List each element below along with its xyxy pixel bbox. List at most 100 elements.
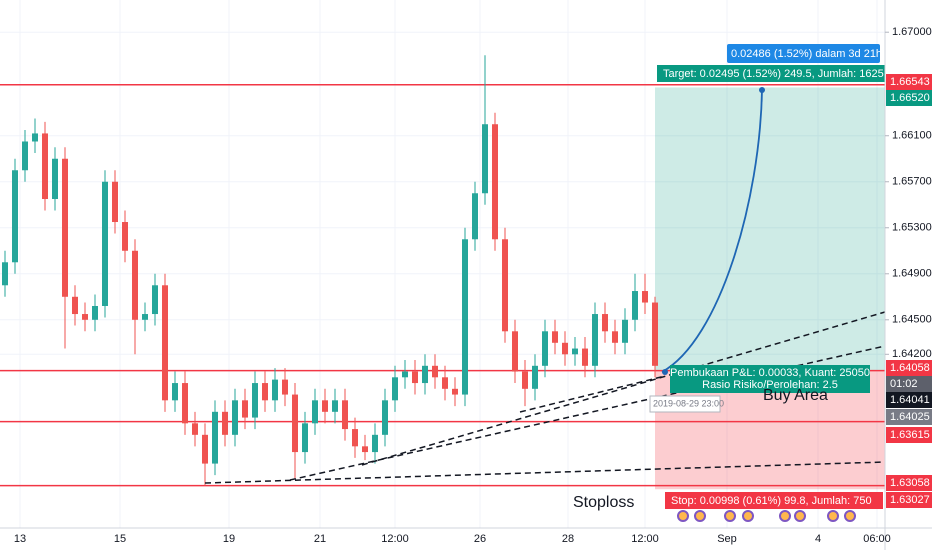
x-tick-label: 19 (223, 533, 235, 545)
price-label-box (886, 74, 932, 90)
candle-body (102, 181, 108, 306)
candle-body (332, 400, 338, 412)
pnl-box (670, 365, 870, 393)
y-tick-label: 1.64500 (892, 314, 932, 326)
stop-box (665, 492, 883, 509)
candle-body (452, 388, 458, 395)
x-tick-label: 06:00 (863, 533, 891, 545)
candle-body (362, 446, 368, 453)
price-label-box (886, 427, 932, 443)
forecast-start (662, 369, 668, 375)
candle-body (42, 133, 48, 200)
event-icon (779, 510, 791, 522)
event-icon (742, 510, 754, 522)
x-tick-label: 13 (14, 533, 26, 545)
price-label-box (886, 475, 932, 491)
candle-body (492, 124, 498, 240)
y-tick-label: 1.64200 (892, 348, 932, 360)
candle-body (282, 379, 288, 395)
price-label-box (886, 376, 932, 392)
candle-body (142, 314, 148, 320)
price-label: 1.66520 (890, 92, 930, 104)
candle-body (612, 331, 618, 343)
candles (2, 55, 658, 486)
x-tick-label: 12:00 (631, 533, 659, 545)
y-tick-label: 1.67000 (892, 26, 932, 38)
trend-line (289, 345, 886, 481)
candle-body (392, 377, 398, 401)
price-label: 01:02 (890, 378, 918, 390)
y-tick-label: 1.65700 (892, 176, 932, 188)
profit-zone (655, 87, 885, 371)
x-tick-label: 21 (314, 533, 326, 545)
buy-area-text: Buy Area (763, 387, 828, 404)
candle-body (112, 181, 118, 223)
candle-body (472, 193, 478, 240)
levels (0, 84, 885, 487)
price-label-box (886, 409, 932, 425)
candle-body (182, 383, 188, 424)
candle-body (22, 141, 28, 171)
candle-body (132, 250, 138, 320)
candle-body (52, 158, 58, 200)
trend-line (204, 461, 886, 484)
candle-body (212, 411, 218, 464)
candle-body (442, 377, 448, 389)
forecast-box (727, 44, 880, 63)
trend-line (361, 311, 886, 466)
forecast-point (759, 87, 765, 93)
candle-body (382, 400, 388, 435)
candle-body (532, 365, 538, 389)
candle-body (82, 314, 88, 320)
candle-body (592, 314, 598, 366)
x-tick-label: 12:00 (381, 533, 409, 545)
candle-body (562, 342, 568, 355)
x-tick-label: 4 (815, 533, 821, 545)
candle-body (172, 383, 178, 401)
y-tick-label: 1.64900 (892, 268, 932, 280)
candle-body (242, 400, 248, 418)
price-label-box (886, 90, 932, 106)
event-icon (844, 510, 856, 522)
position-zones (655, 87, 885, 490)
x-tick-label: Sep (717, 533, 737, 545)
candle-body (652, 302, 658, 366)
forecast-label: 0.02486 (1.52%) dalam 3d 21h (731, 48, 882, 60)
candle-body (192, 423, 198, 435)
x-tick-label: 26 (474, 533, 486, 545)
candle-body (462, 239, 468, 395)
candle-body (422, 365, 428, 384)
candle-body (402, 371, 408, 378)
event-icon (794, 510, 806, 522)
y-tick-label: 1.66100 (892, 130, 932, 142)
price-label: 1.64025 (890, 411, 930, 423)
candle-body (502, 239, 508, 332)
stop-label: Stop: 0.00998 (0.61%) 99.8, Jumlah: 750 (671, 495, 872, 507)
price-label: 1.63615 (890, 429, 930, 441)
x-tick-label: 15 (114, 533, 126, 545)
event-icon (694, 510, 706, 522)
stoploss-text: Stoploss (573, 494, 634, 511)
price-label: 1.64041 (890, 394, 930, 406)
trend-line (519, 375, 666, 413)
price-label: 1.66543 (890, 76, 930, 88)
candle-body (292, 394, 298, 453)
candle-body (512, 331, 518, 372)
candle-body (152, 285, 158, 315)
candle-body (412, 371, 418, 384)
candle-body (32, 133, 38, 142)
axes: 1.67000 1.66100 1.65700 1.65300 1.64900 1.645… (14, 26, 932, 545)
candle-body (522, 371, 528, 389)
candle-body (122, 222, 128, 251)
candle-body (432, 365, 438, 378)
candle-body (252, 383, 258, 418)
candle-body (2, 262, 8, 286)
candle-body (542, 331, 548, 366)
price-label: 1.64058 (890, 362, 930, 374)
price-label-box (886, 360, 932, 376)
candle-body (602, 314, 608, 332)
x-tick-label: 28 (562, 533, 574, 545)
price-label: 1.63058 (890, 477, 930, 489)
candle-body (62, 158, 68, 297)
event-icon (724, 510, 736, 522)
